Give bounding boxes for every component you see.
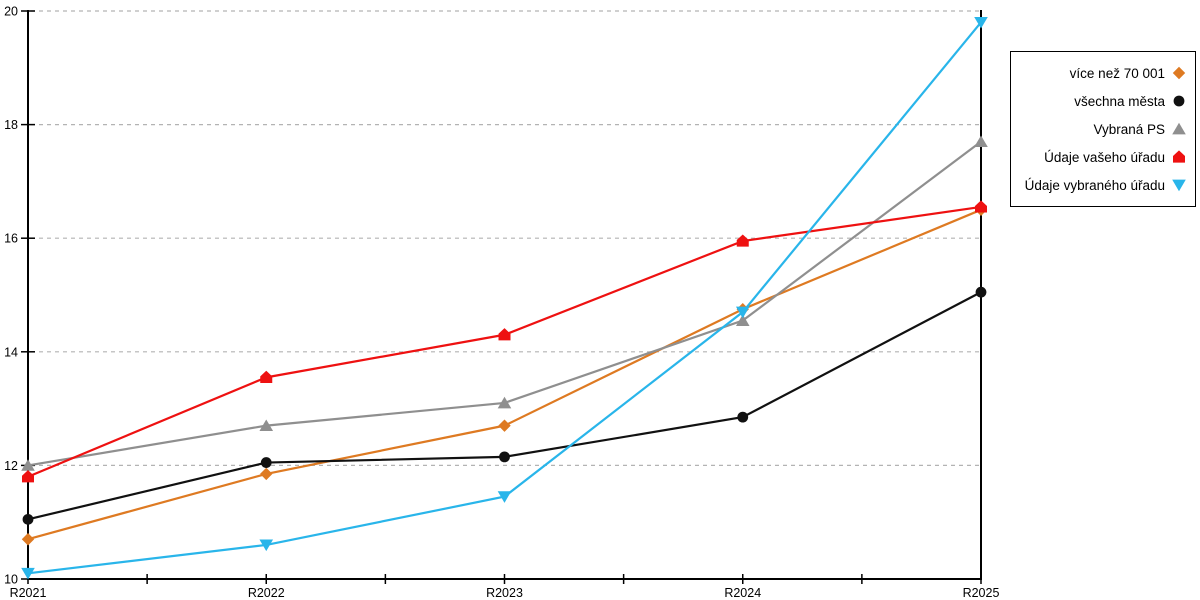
legend-item: více než 70 001 [1017, 59, 1186, 87]
legend-marker-triangle-up-icon [1172, 122, 1186, 135]
data-point-pentagon [260, 370, 273, 383]
y-tick-label: 18 [4, 118, 18, 132]
triangle-up-glyph [1172, 122, 1186, 135]
y-tick-label: 20 [4, 5, 18, 19]
data-point-pentagon [975, 200, 987, 213]
x-tick-label: R2025 [963, 586, 1000, 600]
data-point-triangle-up [974, 135, 988, 148]
series-line-pentagon [27, 205, 982, 478]
data-point-circle [737, 411, 749, 423]
circle-glyph [1173, 95, 1185, 107]
data-point-diamond [21, 533, 35, 546]
diamond-glyph [1172, 66, 1186, 80]
data-point-triangle-down [974, 16, 988, 29]
legend-marker-diamond-icon [1172, 66, 1186, 80]
data-point-circle [975, 286, 987, 298]
legend-item: Vybraná PS [1017, 115, 1186, 143]
legend-label: více než 70 001 [1069, 65, 1165, 81]
y-tick-label: 16 [4, 232, 18, 246]
legend-label: Údaje vašeho úřadu [1044, 149, 1165, 165]
data-point-circle [499, 451, 510, 463]
x-tick-label: R2021 [10, 586, 47, 600]
data-point-triangle-up [735, 314, 750, 326]
data-point-pentagon [736, 234, 749, 247]
legend-item: Údaje vybraného úřadu [1017, 171, 1186, 199]
y-tick-label: 14 [4, 345, 18, 359]
legend-label: všechna města [1074, 93, 1165, 109]
series-line-triangle-down [27, 21, 982, 575]
legend-label: Vybraná PS [1093, 121, 1165, 137]
data-point-pentagon [22, 470, 34, 483]
legend-item: všechna města [1017, 87, 1186, 115]
triangle-down-glyph [1172, 179, 1186, 192]
pentagon-glyph [1173, 150, 1185, 163]
legend-marker-pentagon-icon [1173, 150, 1185, 163]
data-point-triangle-up [497, 396, 512, 409]
data-point-pentagon [498, 328, 511, 341]
data-point-diamond [498, 419, 511, 432]
series-line-diamond [27, 208, 982, 541]
data-point-circle [22, 513, 34, 525]
legend-item: Údaje vašeho úřadu [1017, 143, 1186, 171]
legend-marker-circle-icon [1173, 95, 1185, 107]
data-point-triangle-up [21, 459, 35, 471]
data-point-triangle-down [735, 306, 750, 319]
legend-marker-triangle-down-icon [1172, 179, 1186, 192]
data-point-triangle-down [259, 539, 274, 552]
data-point-diamond [260, 467, 273, 481]
data-point-triangle-up [259, 419, 274, 432]
x-tick-label: R2022 [248, 586, 285, 600]
y-tick-label: 10 [4, 573, 18, 587]
y-tick-label: 12 [4, 459, 18, 473]
legend-box: více než 70 001 všechna města Vybraná PS… [1010, 51, 1196, 207]
data-point-triangle-down [21, 567, 35, 580]
x-tick-label: R2024 [724, 586, 761, 600]
data-point-circle [260, 457, 272, 468]
x-tick-label: R2023 [486, 586, 523, 600]
data-point-triangle-down [497, 491, 512, 503]
legend-label: Údaje vybraného úřadu [1024, 177, 1165, 193]
